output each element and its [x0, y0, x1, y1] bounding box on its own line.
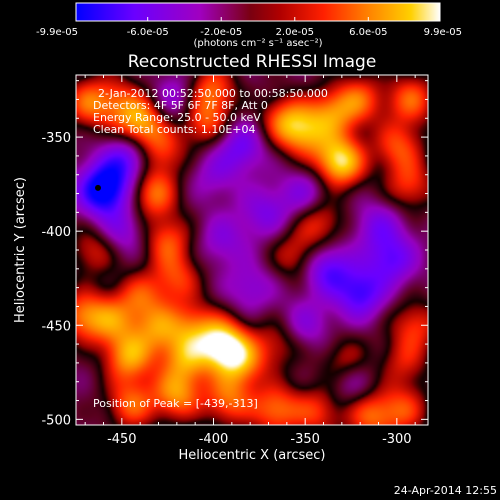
colorbar-tick-label: -2.0e-05: [200, 27, 242, 38]
y-axis: -500 -450 -400 -350: [41, 80, 428, 428]
colorbar-tick-label: 2.0e-05: [276, 27, 314, 38]
timestamp: 24-Apr-2014 12:55: [394, 484, 497, 497]
heatmap-image: [76, 75, 428, 425]
y-tick-label: -350: [41, 131, 71, 146]
x-tick-label: -450: [107, 432, 137, 447]
y-tick-label: -400: [41, 225, 71, 240]
x-axis-title: Heliocentric X (arcsec): [179, 448, 326, 463]
dark-spot-marker: [95, 184, 101, 191]
annotation-counts: Clean Total counts: 1.10E+04: [93, 123, 256, 136]
peak-position-label: Position of Peak = [-439,-313]: [93, 397, 258, 410]
colorbar-ticks: -9.9e-05 -6.0e-05 -2.0e-05 2.0e-05 6.0e-05 9.…: [36, 17, 462, 38]
annotation-energy-range: Energy Range: 25.0 - 50.0 keV: [93, 111, 261, 124]
x-tick-label: -300: [382, 432, 412, 447]
colorbar: -9.9e-05 -6.0e-05 -2.0e-05 2.0e-05 6.0e-05 9.…: [36, 2, 462, 49]
colorbar-tick-label: -6.0e-05: [127, 27, 169, 38]
y-axis-title: Heliocentric Y (arcsec): [13, 177, 28, 323]
colorbar-units-label: (photons cm⁻² s⁻¹ asec⁻²): [193, 38, 322, 49]
annotation-detectors: Detectors: 4F 5F 6F 7F 8F, Att 0: [93, 99, 268, 112]
x-axis: -450 -400 -350 -300: [84, 75, 416, 447]
annotation-block: 2-Jan-2012 00:52:50.000 to 00:58:50.000 …: [93, 87, 328, 136]
y-tick-label: -450: [41, 319, 71, 334]
colorbar-tick-label: 9.9e-05: [424, 27, 462, 38]
x-tick-label: -400: [199, 432, 229, 447]
heatmap-raster: [76, 75, 428, 425]
x-tick-label: -350: [290, 432, 320, 447]
colorbar-tick-label: 6.0e-05: [349, 27, 387, 38]
colorbar-tick-label: -9.9e-05: [36, 27, 78, 38]
chart-title: Reconstructed RHESSI Image: [128, 52, 377, 72]
colorbar-gradient: [75, 2, 441, 22]
annotation-time-range: 2-Jan-2012 00:52:50.000 to 00:58:50.000: [98, 87, 328, 100]
peak-marker: [95, 184, 101, 191]
y-tick-label: -500: [41, 413, 71, 428]
